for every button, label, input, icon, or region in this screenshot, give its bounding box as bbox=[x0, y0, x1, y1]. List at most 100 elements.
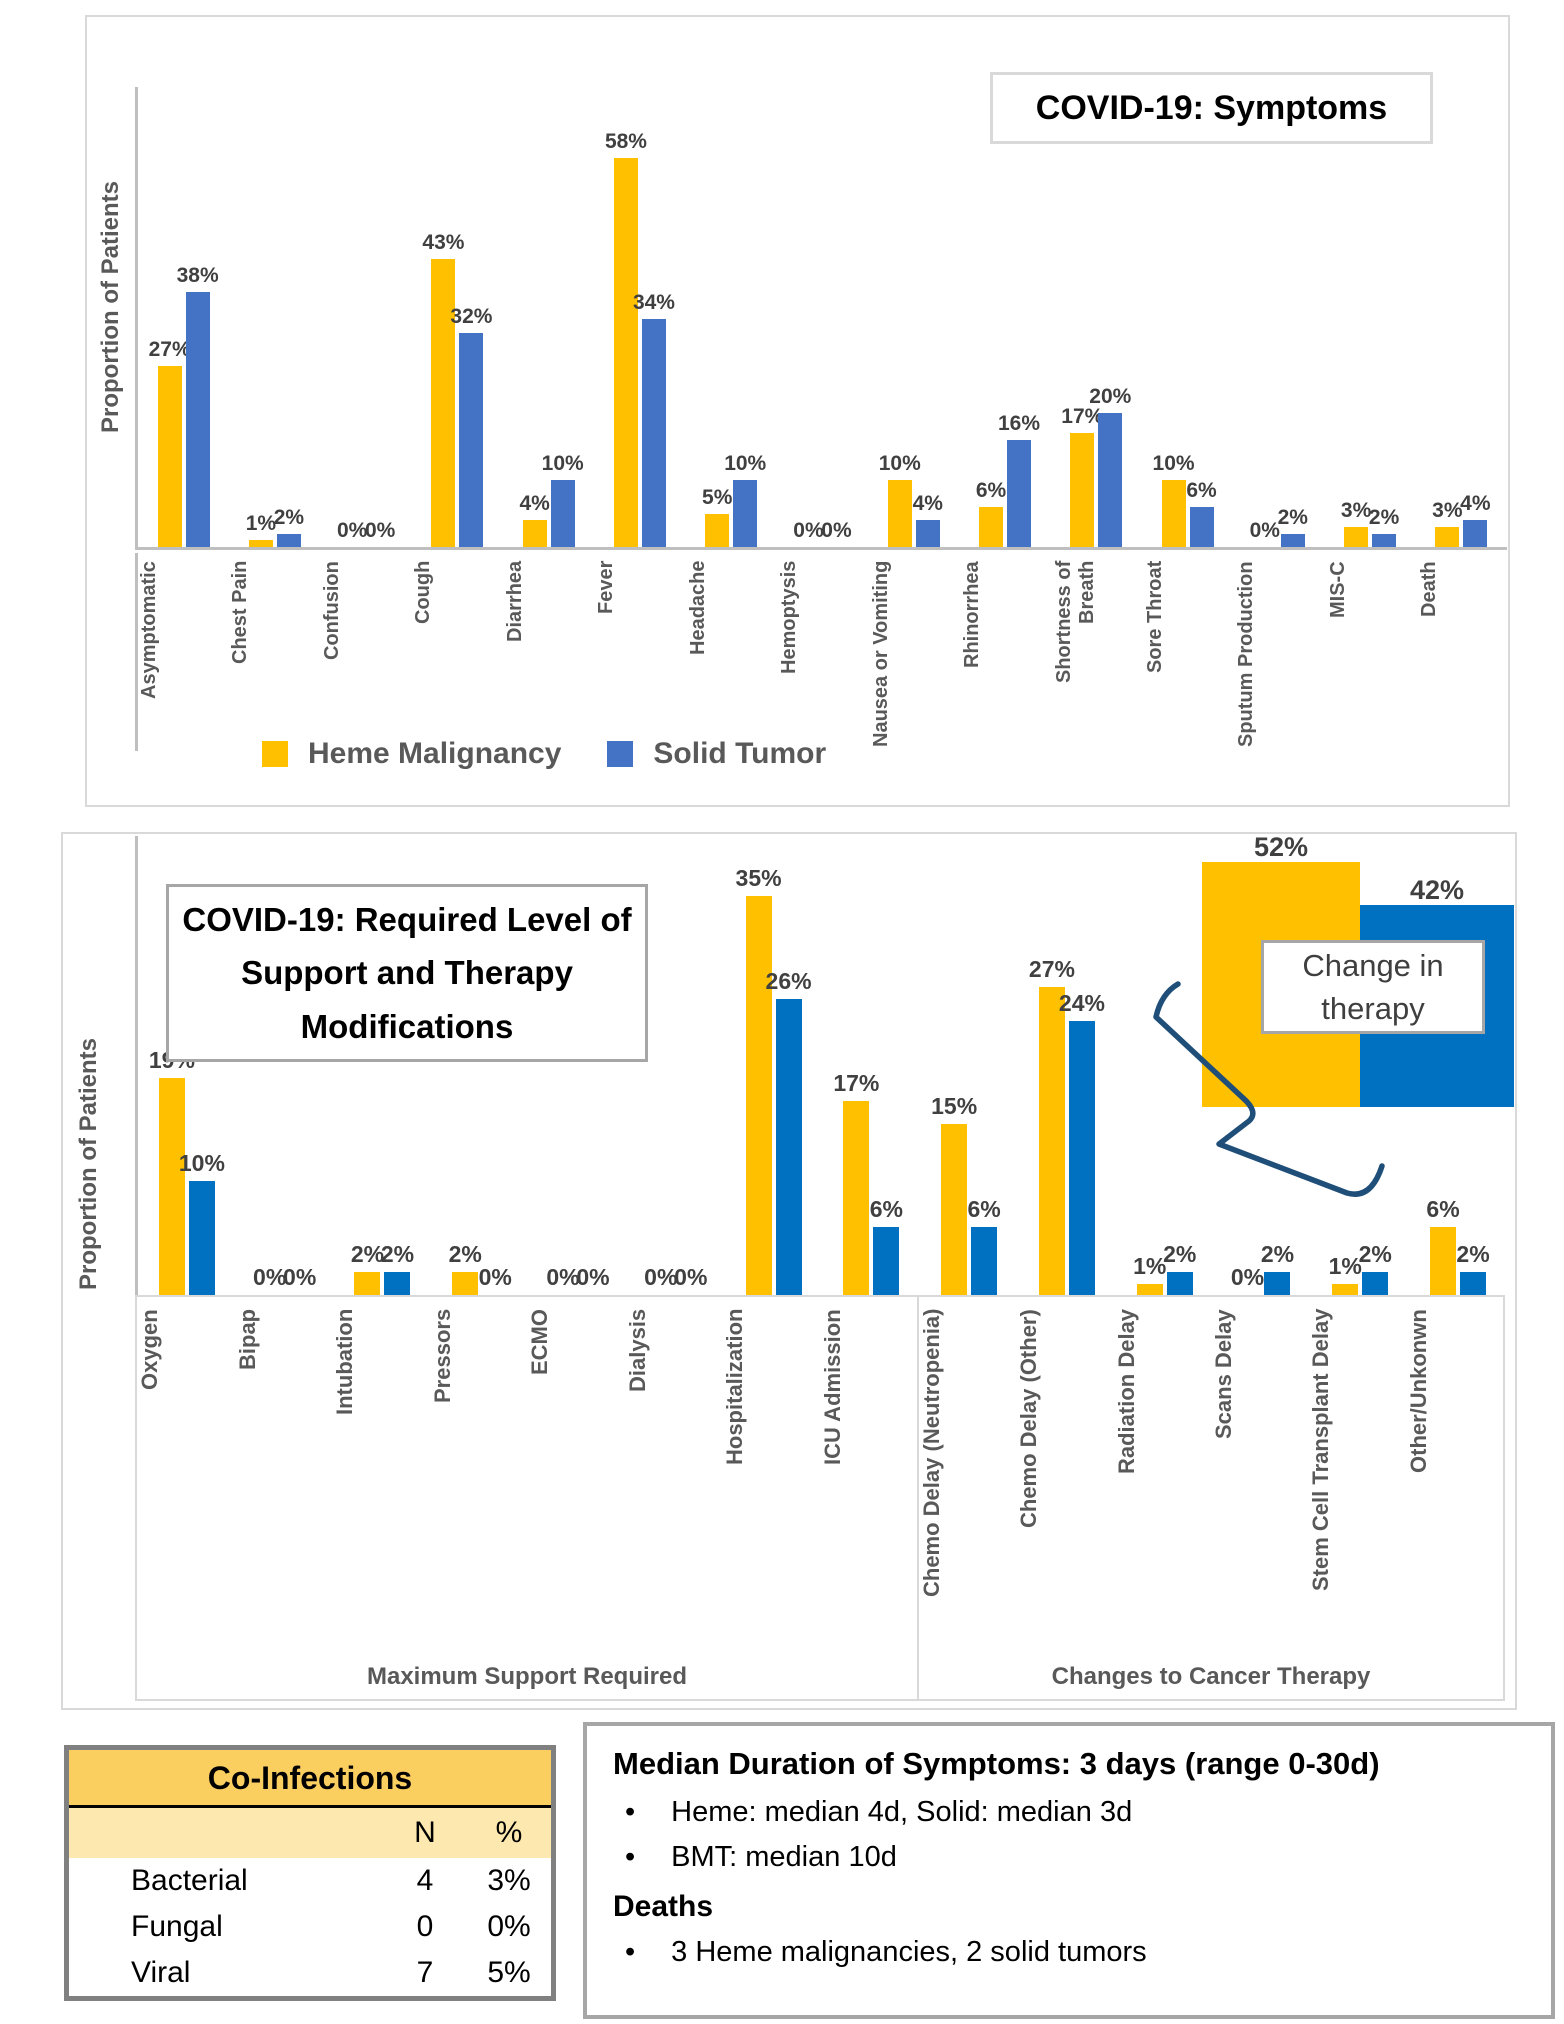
bar-heme-malignancy-oxygen bbox=[158, 1078, 185, 1295]
co-infections-header-row: N % bbox=[66, 1806, 554, 1858]
bar-group-dialysis: 0% 0% bbox=[627, 836, 725, 1295]
category-label-stem-cell-transplant-delay: Stem Cell Transplant Delay bbox=[1308, 1309, 1334, 1592]
bar-heme-malignancy-nausea-or-vomiting bbox=[887, 480, 912, 547]
list-item: • Heme: median 4d, Solid: median 3d bbox=[625, 1796, 1525, 1829]
bar-solid-tumor-chest-pain bbox=[276, 533, 301, 547]
value-label-heme-malignancy-asymptomatic: 27% bbox=[148, 338, 191, 362]
value-label-solid-tumor-bipap: 0% bbox=[283, 1264, 317, 1290]
bar-solid-tumor-icu-admission bbox=[873, 1226, 900, 1295]
group-title-max-support: Maximum Support Required bbox=[366, 1663, 688, 1690]
annotation-value-solid: 42% bbox=[1409, 875, 1465, 905]
category-label-asymptomatic: Asymptomatic bbox=[138, 561, 160, 699]
bar-heme-malignancy-sore-throat bbox=[1161, 480, 1186, 547]
bar-solid-tumor-oxygen bbox=[188, 1181, 215, 1295]
category-label-nausea-or-vomiting: Nausea or Vomiting bbox=[869, 561, 892, 748]
chart1-title-text: COVID-19: Symptoms bbox=[1035, 88, 1388, 127]
table-row-viral: Viral 7 5% bbox=[67, 1950, 554, 1999]
value-label-heme-malignancy-nausea-or-vomiting: 10% bbox=[878, 452, 921, 475]
bar-group-sore-throat: 10% 6% bbox=[1142, 87, 1233, 547]
bar-heme-malignancy-chest-pain bbox=[248, 540, 273, 547]
bar-solid-tumor-headache bbox=[733, 480, 758, 547]
category-label-scans-delay: Scans Delay bbox=[1210, 1309, 1236, 1439]
value-label-solid-tumor-sore-throat: 6% bbox=[1186, 478, 1217, 502]
bar-solid-tumor-rhinorrhea bbox=[1007, 439, 1032, 547]
co-infections-header-pct: % bbox=[467, 1806, 554, 1858]
value-label-heme-malignancy-icu-admission: 17% bbox=[833, 1070, 880, 1097]
bar-heme-malignancy-radiation-delay bbox=[1136, 1283, 1163, 1295]
bar-group-bipap: 0% 0% bbox=[236, 836, 334, 1295]
value-label-solid-tumor-hospitalization: 26% bbox=[765, 967, 812, 994]
value-label-solid-tumor-pressors: 0% bbox=[478, 1264, 512, 1290]
value-label-heme-malignancy-stem-cell-transplant-delay: 1% bbox=[1328, 1252, 1362, 1279]
category-label-shortness-of-breath: Shortness of Breath bbox=[1052, 561, 1098, 684]
category-label-cough: Cough bbox=[412, 561, 435, 625]
bullet-icon: • bbox=[625, 1841, 636, 1873]
notes-box: Median Duration of Symptoms: 3 days (ran… bbox=[583, 1722, 1555, 2019]
bar-solid-tumor-stem-cell-transplant-delay bbox=[1362, 1272, 1389, 1295]
row-pct: 5% bbox=[487, 1956, 531, 1989]
notes-bullet-deaths: 3 Heme malignancies, 2 solid tumors bbox=[671, 1936, 1147, 1968]
bar-group-chemo-delay-neutropenia: 15% 6% bbox=[920, 836, 1018, 1295]
legend-label-heme: Heme Malignancy bbox=[308, 737, 562, 770]
row-n: 4 bbox=[416, 1864, 434, 1897]
bar-heme-malignancy-headache bbox=[705, 513, 730, 547]
list-item: • 3 Heme malignancies, 2 solid tumors bbox=[625, 1936, 1525, 1969]
brace-annotation-icon bbox=[1153, 981, 1385, 1197]
value-label-heme-malignancy-diarrhea: 4% bbox=[519, 492, 550, 516]
support-chart-panel: COVID-19: Required Level of Support and … bbox=[61, 832, 1517, 1710]
bar-group-stem-cell-transplant-delay: 1% 2% bbox=[1311, 836, 1409, 1295]
co-infections-header-empty bbox=[66, 1806, 383, 1858]
bar-solid-tumor-radiation-delay bbox=[1166, 1272, 1193, 1295]
value-label-solid-tumor-fever: 34% bbox=[632, 291, 675, 315]
bar-solid-tumor-shortness-of-breath bbox=[1098, 413, 1123, 547]
co-infections-title-row: Co-Infections bbox=[66, 1747, 554, 1808]
category-label-death: Death bbox=[1418, 561, 1441, 617]
value-label-heme-malignancy-chemo-delay-neutropenia: 15% bbox=[931, 1093, 978, 1119]
value-label-heme-malignancy-confusion: 0% bbox=[336, 519, 368, 542]
category-label-rhinorrhea: Rhinorrhea bbox=[961, 561, 984, 668]
bar-heme-malignancy-chemo-delay-other bbox=[1038, 987, 1065, 1295]
bar-solid-tumor-intubation bbox=[384, 1272, 411, 1295]
value-label-solid-tumor-chemo-delay-other: 24% bbox=[1058, 990, 1105, 1017]
bar-solid-tumor-diarrhea bbox=[550, 480, 575, 547]
max-support-category-axis: Oxygen Bipap Intubation Pressors ECMO Dialysi… bbox=[137, 1297, 917, 1646]
value-label-heme-malignancy-mis-c: 3% bbox=[1340, 498, 1372, 522]
list-item: • BMT: median 10d bbox=[625, 1841, 1525, 1874]
bar-solid-tumor-chemo-delay-other bbox=[1068, 1021, 1095, 1295]
bar-solid-tumor-asymptomatic bbox=[185, 292, 210, 547]
row-n: 0 bbox=[416, 1910, 434, 1943]
bar-group-scans-delay: 0% 2% bbox=[1214, 836, 1312, 1295]
category-label-hemoptysis: Hemoptysis bbox=[778, 561, 801, 675]
support-category-band: Oxygen Bipap Intubation Pressors ECMO Dialysi… bbox=[135, 1295, 1507, 1701]
category-label-icu-admission: ICU Admission bbox=[819, 1309, 845, 1465]
value-label-solid-tumor-ecmo: 0% bbox=[576, 1264, 610, 1290]
row-n: 7 bbox=[416, 1956, 434, 1989]
bar-heme-malignancy-pressors bbox=[452, 1272, 479, 1295]
category-label-sputum-production: Sputum Production bbox=[1235, 561, 1258, 747]
bar-group-chest-pain: 1% 2% bbox=[229, 87, 320, 547]
bar-heme-malignancy-other-unkonwn bbox=[1430, 1226, 1457, 1295]
bar-heme-malignancy-icu-admission bbox=[843, 1101, 870, 1295]
category-label-pressors: Pressors bbox=[429, 1309, 455, 1404]
chart2-y-axis-label: Proportion of Patients bbox=[75, 1038, 102, 1290]
value-label-solid-tumor-hemoptysis: 0% bbox=[821, 519, 852, 542]
category-label-other-unkonwn: Other/Unkonwn bbox=[1405, 1309, 1431, 1473]
bar-heme-malignancy-fever bbox=[613, 158, 638, 547]
row-pct: 3% bbox=[487, 1864, 531, 1897]
value-label-solid-tumor-other-unkonwn: 2% bbox=[1456, 1241, 1490, 1268]
bar-group-nausea-or-vomiting: 10% 4% bbox=[868, 87, 959, 547]
category-label-hospitalization: Hospitalization bbox=[722, 1309, 747, 1466]
bar-group-fever: 58% 34% bbox=[594, 87, 685, 547]
row-pct: 0% bbox=[487, 1910, 531, 1943]
bar-group-confusion: 0% 0% bbox=[321, 87, 412, 547]
category-label-chest-pain: Chest Pain bbox=[229, 561, 252, 665]
bar-group-ecmo: 0% 0% bbox=[529, 836, 627, 1295]
symptoms-chart-panel: COVID-19: Symptoms Proportion of Patient… bbox=[85, 15, 1510, 807]
value-label-heme-malignancy-cough: 43% bbox=[422, 230, 465, 254]
notes-heading-deaths: Deaths bbox=[613, 1890, 714, 1923]
chart2-title-text: COVID-19: Required Level of Support and … bbox=[182, 900, 632, 1045]
bar-group-chemo-delay-other: 27% 24% bbox=[1018, 836, 1116, 1295]
bar-heme-malignancy-diarrhea bbox=[522, 520, 547, 547]
row-label: Viral bbox=[131, 1956, 191, 1989]
